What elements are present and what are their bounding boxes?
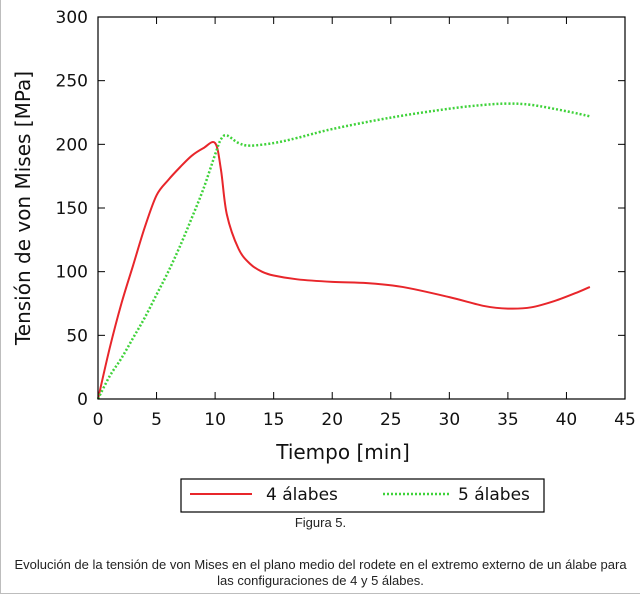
y-tick-label: 200: [56, 135, 88, 155]
x-tick-label: 40: [556, 410, 578, 430]
x-tick-label: 0: [93, 410, 104, 430]
x-tick-label: 20: [321, 410, 343, 430]
x-tick-label: 25: [380, 410, 402, 430]
y-tick-label: 100: [56, 263, 88, 283]
x-tick-label: 30: [439, 410, 461, 430]
line-chart: 0 50 100 150 200 250 300 0 5 10 15 20 25 30 35 40 45 Te…: [11, 8, 636, 513]
legend-label-4-alabes: 4 álabes: [266, 485, 338, 505]
y-tick-label: 150: [56, 199, 88, 219]
legend: 4 álabes 5 álabes: [180, 478, 545, 513]
x-tick-label: 15: [263, 410, 285, 430]
plot-area: [97, 16, 626, 400]
y-tick-label: 250: [56, 72, 88, 92]
x-tick-label: 10: [204, 410, 226, 430]
y-tick-label: 300: [56, 8, 88, 28]
legend-box: [180, 478, 545, 513]
x-axis-ticks: 0 5 10 15 20 25 30 35 40 45: [93, 17, 636, 430]
y-tick-label: 0: [77, 390, 88, 410]
figure-label: Figura 5.: [294, 515, 347, 530]
figure-caption: Evolución de la tensión de von Mises en …: [14, 557, 627, 588]
series-layer: [96, 102, 591, 400]
legend-label-5-alabes: 5 álabes: [458, 485, 530, 505]
y-axis-label: Tensión de von Mises [MPa]: [11, 71, 35, 346]
series-line-5-alabes: [96, 102, 591, 400]
x-tick-label: 5: [151, 410, 162, 430]
y-axis-ticks: 0 50 100 150 200 250 300: [56, 8, 625, 410]
y-tick-label: 50: [66, 326, 88, 346]
series-line-4-alabes: [97, 141, 591, 400]
x-tick-label: 45: [614, 410, 636, 430]
x-axis-label: Tiempo [min]: [275, 440, 410, 464]
x-tick-label: 35: [497, 410, 519, 430]
